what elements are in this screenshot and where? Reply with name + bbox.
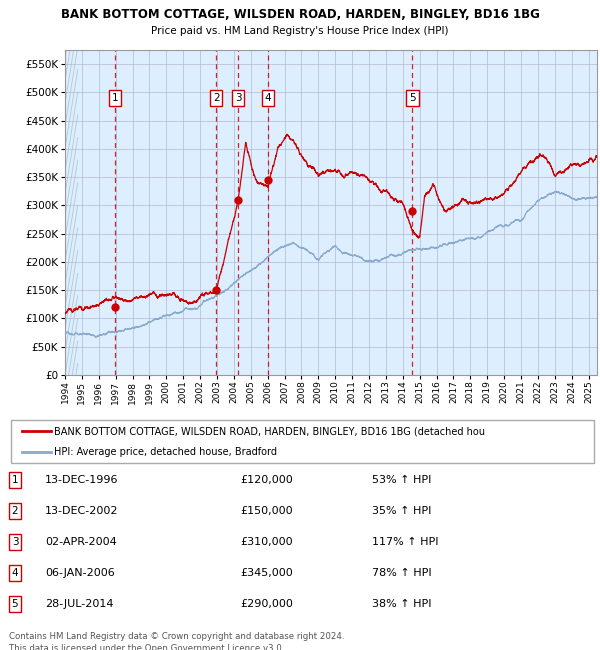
Text: This data is licensed under the Open Government Licence v3.0.: This data is licensed under the Open Gov… — [9, 644, 284, 650]
Text: 13-DEC-1996: 13-DEC-1996 — [45, 475, 119, 485]
Text: 2: 2 — [213, 93, 220, 103]
Text: 28-JUL-2014: 28-JUL-2014 — [45, 599, 113, 609]
Text: Price paid vs. HM Land Registry's House Price Index (HPI): Price paid vs. HM Land Registry's House … — [151, 26, 449, 36]
Text: 4: 4 — [265, 93, 271, 103]
Text: 02-APR-2004: 02-APR-2004 — [45, 537, 117, 547]
Text: 06-JAN-2006: 06-JAN-2006 — [45, 568, 115, 578]
Text: 53% ↑ HPI: 53% ↑ HPI — [372, 475, 431, 485]
Text: 3: 3 — [235, 93, 241, 103]
Text: 2: 2 — [11, 506, 19, 516]
Text: BANK BOTTOM COTTAGE, WILSDEN ROAD, HARDEN, BINGLEY, BD16 1BG (detached hou: BANK BOTTOM COTTAGE, WILSDEN ROAD, HARDE… — [54, 426, 485, 436]
Text: 5: 5 — [409, 93, 416, 103]
Text: 3: 3 — [11, 537, 19, 547]
Text: £290,000: £290,000 — [240, 599, 293, 609]
Text: Contains HM Land Registry data © Crown copyright and database right 2024.: Contains HM Land Registry data © Crown c… — [9, 632, 344, 641]
Text: 1: 1 — [112, 93, 118, 103]
Text: 13-DEC-2002: 13-DEC-2002 — [45, 506, 119, 516]
Text: HPI: Average price, detached house, Bradford: HPI: Average price, detached house, Brad… — [54, 447, 277, 458]
Text: £120,000: £120,000 — [240, 475, 293, 485]
Text: 117% ↑ HPI: 117% ↑ HPI — [372, 537, 439, 547]
Text: 35% ↑ HPI: 35% ↑ HPI — [372, 506, 431, 516]
Text: 5: 5 — [11, 599, 19, 609]
FancyBboxPatch shape — [11, 420, 594, 463]
Text: £310,000: £310,000 — [240, 537, 293, 547]
Text: BANK BOTTOM COTTAGE, WILSDEN ROAD, HARDEN, BINGLEY, BD16 1BG: BANK BOTTOM COTTAGE, WILSDEN ROAD, HARDE… — [61, 8, 539, 21]
Text: 4: 4 — [11, 568, 19, 578]
Text: 38% ↑ HPI: 38% ↑ HPI — [372, 599, 431, 609]
Text: £345,000: £345,000 — [240, 568, 293, 578]
Text: £150,000: £150,000 — [240, 506, 293, 516]
Text: 78% ↑ HPI: 78% ↑ HPI — [372, 568, 431, 578]
Text: 1: 1 — [11, 475, 19, 485]
